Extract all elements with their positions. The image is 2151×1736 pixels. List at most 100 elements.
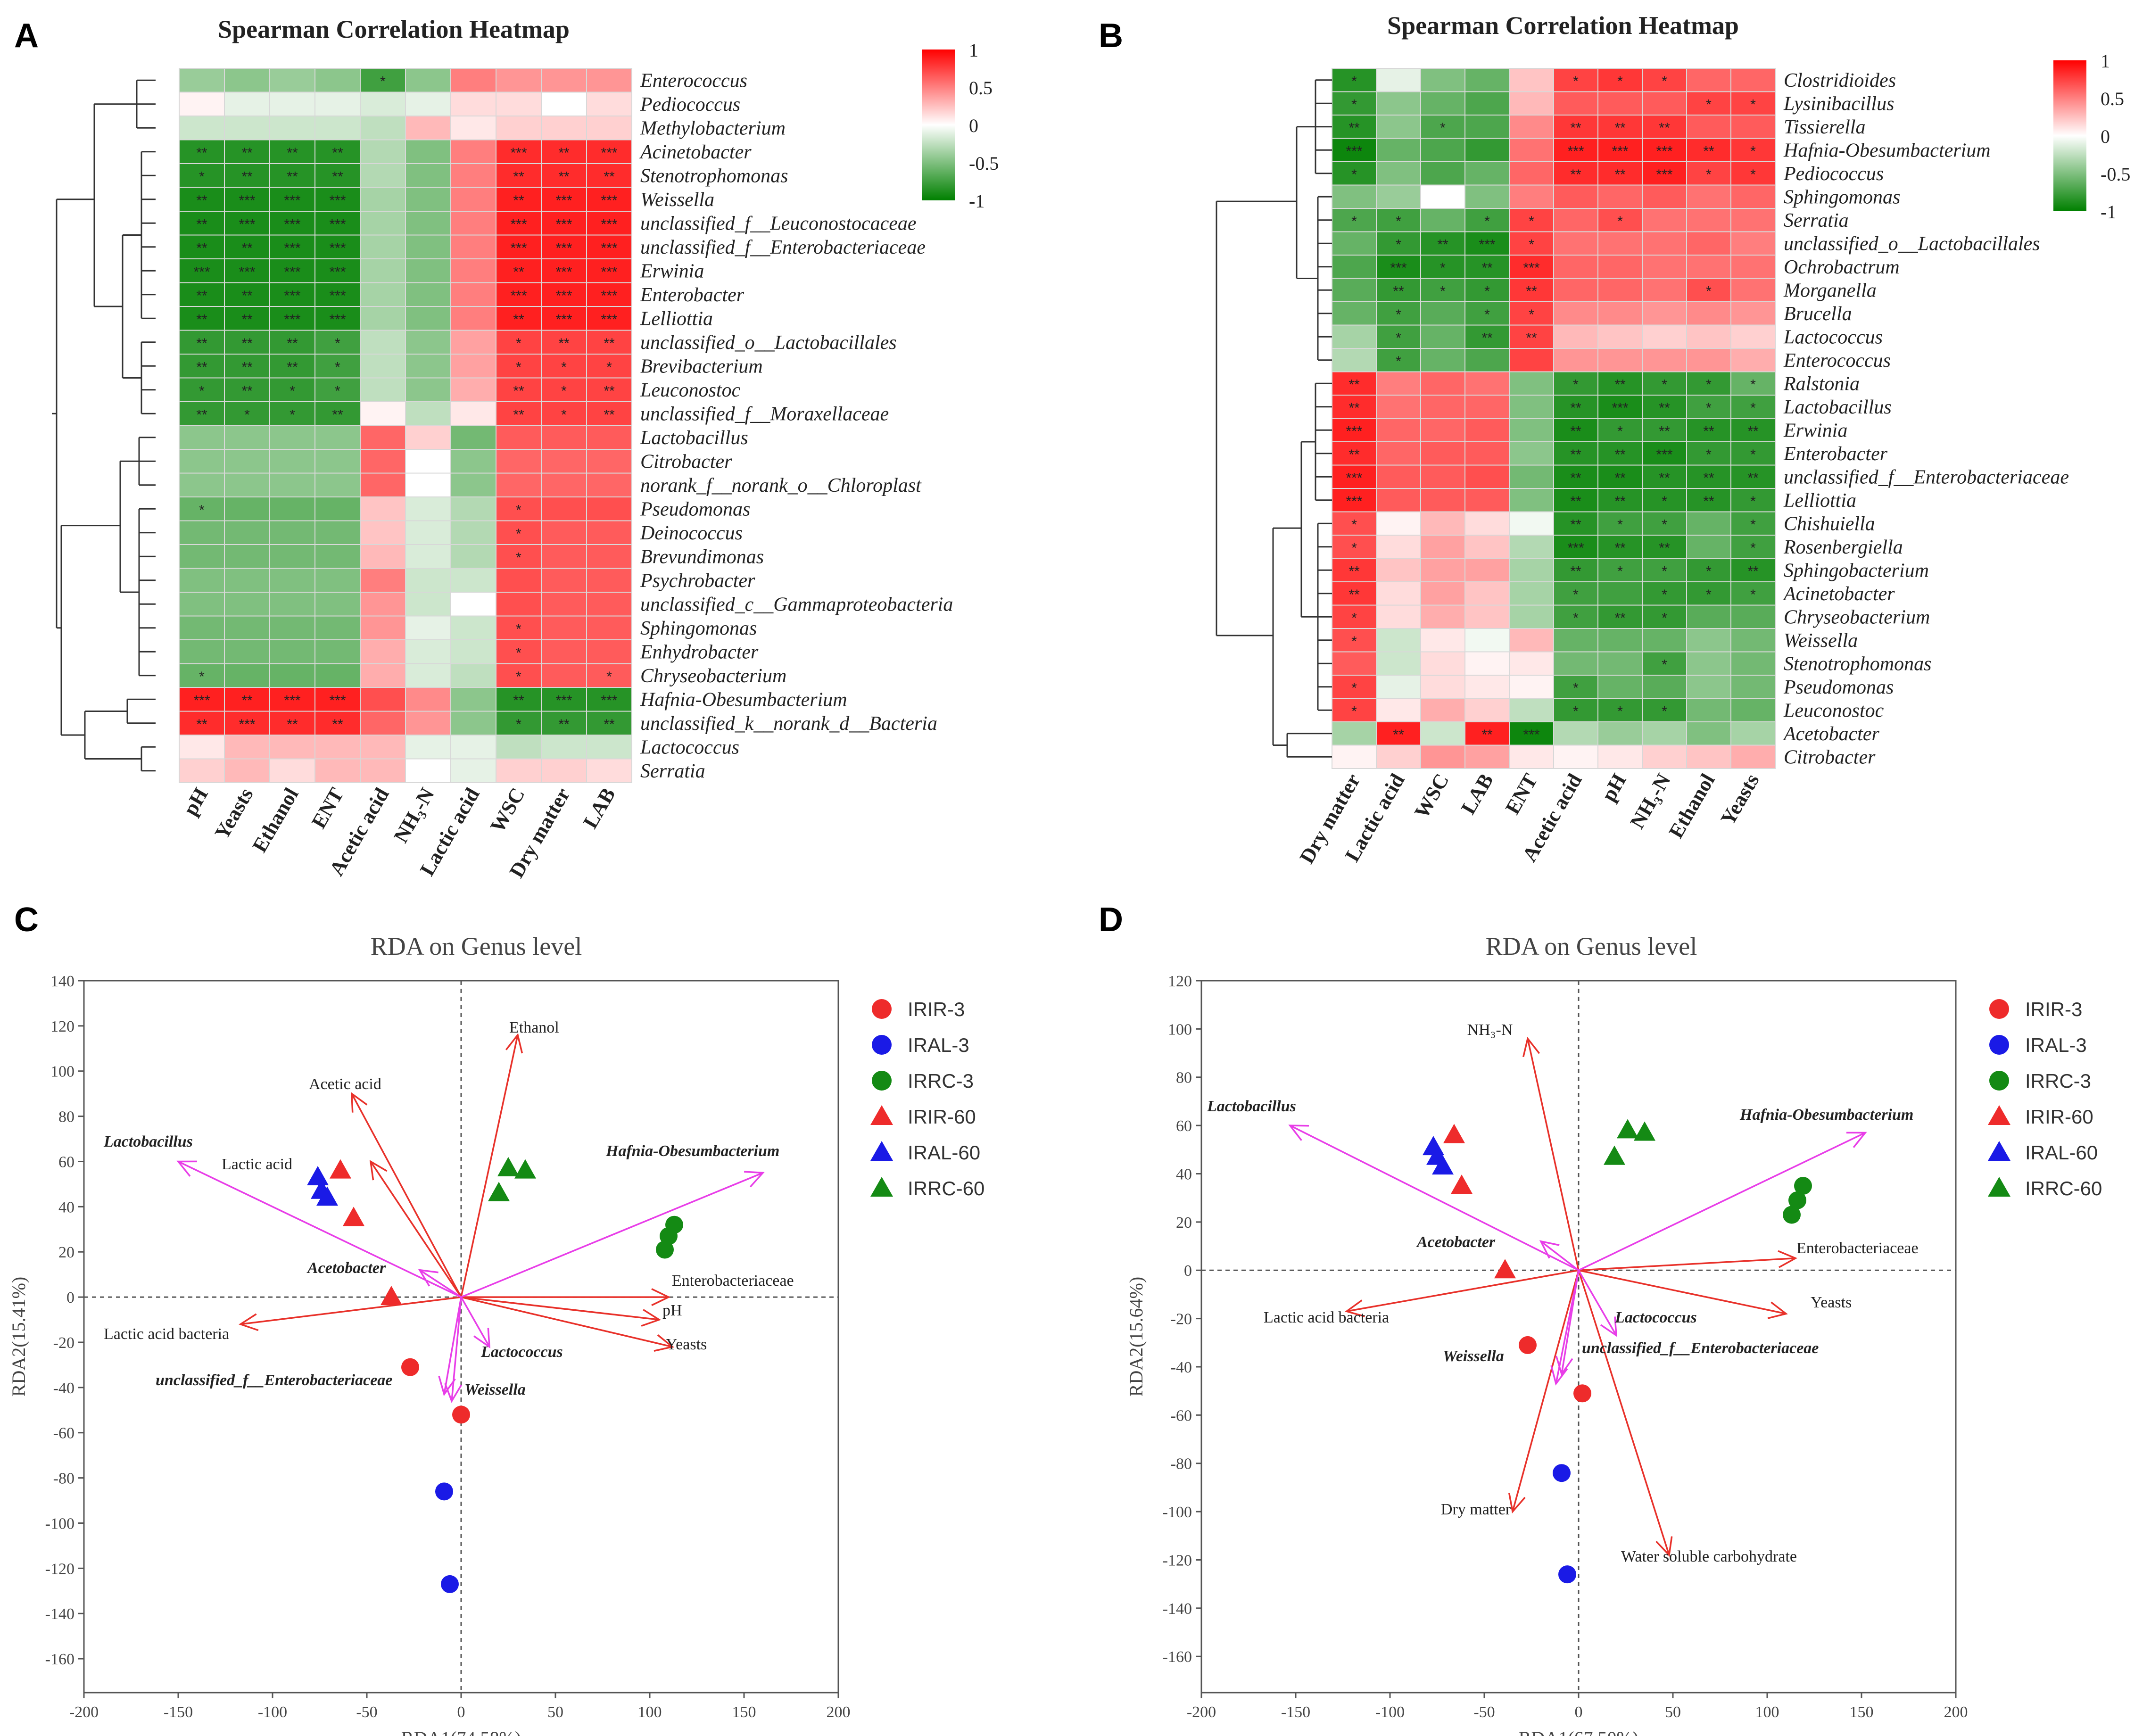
heatmap-row-label: Chryseobacterium <box>640 665 786 687</box>
significance-mark: *** <box>555 193 572 208</box>
legend-marker <box>1988 1141 2010 1161</box>
genus-arrow <box>1290 1124 1579 1271</box>
panel-letter-c: C <box>14 901 39 939</box>
heatmap-cell <box>1376 488 1421 513</box>
heatmap-cell <box>450 258 496 283</box>
heatmap-cell <box>541 68 587 93</box>
significance-mark: ** <box>332 145 343 161</box>
heatmap-cell <box>224 663 270 688</box>
significance-mark: * <box>1662 377 1667 392</box>
genus-arrow-label: Lactobacillus <box>1207 1098 1296 1115</box>
genus-arrow-head <box>1288 1124 1309 1141</box>
y-tick-label: -140 <box>45 1605 74 1623</box>
heatmap-cell <box>1597 301 1643 326</box>
significance-mark: * <box>1440 120 1446 136</box>
heatmap-cell <box>1464 115 1510 139</box>
significance-mark: * <box>1484 307 1490 322</box>
heatmap-cell <box>1464 675 1510 699</box>
genus-arrow-head <box>438 1376 456 1397</box>
heatmap-cell <box>1597 68 1643 92</box>
heatmap-cell <box>179 163 225 188</box>
heatmap-row-label: Serratia <box>640 761 705 782</box>
heatmap-cell <box>405 163 451 188</box>
heatmap-cell <box>1420 651 1465 676</box>
significance-mark: * <box>1351 634 1357 649</box>
heatmap-cell <box>1332 558 1377 582</box>
heatmap-cell <box>1553 488 1598 513</box>
significance-mark: * <box>1396 237 1401 252</box>
heatmap-cell <box>1597 418 1643 442</box>
significance-mark: *** <box>601 264 617 280</box>
significance-mark: ** <box>604 336 615 351</box>
heatmap-cell <box>586 472 632 497</box>
environment-arrow-head <box>1778 1250 1798 1268</box>
significance-mark: ** <box>1659 423 1670 439</box>
heatmap-cell <box>1597 231 1643 256</box>
heatmap-cell <box>179 306 225 331</box>
significance-mark: ** <box>1481 260 1493 276</box>
heatmap-row-label: Enterobacter <box>640 284 745 306</box>
heatmap-cell <box>1332 651 1377 676</box>
significance-mark: * <box>1750 494 1756 509</box>
heatmap-row-label: unclassified_o__Lactobacillales <box>640 332 897 354</box>
significance-mark: * <box>1529 214 1534 229</box>
significance-mark: ** <box>513 312 524 327</box>
heatmap-cell <box>224 258 270 283</box>
heatmap-cell <box>179 282 225 307</box>
environment-arrow-head <box>1522 1036 1540 1058</box>
heatmap-cell <box>360 211 406 236</box>
significance-mark: ** <box>1570 494 1581 509</box>
environment-arrow-label: Yeasts <box>1811 1294 1852 1311</box>
heatmap-cell <box>360 163 406 188</box>
heatmap-cell <box>496 306 542 331</box>
heatmap-cell <box>1686 628 1731 653</box>
significance-mark: ** <box>1614 120 1626 136</box>
heatmap-cell <box>1642 324 1687 349</box>
significance-mark: *** <box>510 216 527 232</box>
heatmap-cell <box>224 68 270 93</box>
heatmap-cell <box>1553 721 1598 746</box>
heatmap-cell <box>1376 395 1421 419</box>
y-tick-label: 100 <box>50 1063 74 1081</box>
significance-mark: ** <box>1614 377 1626 392</box>
significance-mark: *** <box>1656 167 1672 182</box>
significance-mark: *** <box>284 693 300 708</box>
rda-plot-d: -200 -150 -100 -50 0 50 100 150 2001201008060402… <box>1125 973 1968 1736</box>
significance-mark: * <box>1617 423 1623 439</box>
heatmap-cell <box>360 330 406 355</box>
y-tick-label: -40 <box>53 1380 74 1397</box>
genus-arrow-head <box>418 1269 438 1287</box>
heatmap-cell <box>314 234 361 259</box>
sample-point <box>665 1215 683 1234</box>
y-tick-label: 80 <box>58 1108 74 1126</box>
y-tick-label: 120 <box>1168 973 1192 990</box>
heatmap-cell <box>269 116 315 141</box>
heatmap-cell <box>496 425 542 450</box>
heatmap-cell <box>1464 721 1510 746</box>
environment-arrow <box>1578 1270 1670 1555</box>
heatmap-cell <box>405 663 451 688</box>
heatmap-row-label: Brevibacterium <box>640 355 763 377</box>
y-tick-label: -60 <box>53 1425 74 1442</box>
heatmap-cell <box>1376 324 1421 349</box>
x-axis-label: RDA1(74.58%) <box>401 1728 521 1736</box>
heatmap-cell <box>1686 464 1731 489</box>
heatmap-cell <box>1642 91 1687 116</box>
heatmap-cell <box>360 354 406 379</box>
environment-arrow <box>370 1161 462 1298</box>
environment-arrow-head <box>1508 1493 1526 1513</box>
significance-mark: ** <box>513 407 524 422</box>
heatmap-cell <box>360 425 406 450</box>
heatmap-cell <box>1553 604 1598 629</box>
significance-mark: * <box>516 645 521 661</box>
heatmap-cell <box>179 711 225 736</box>
heatmap-cell <box>269 449 315 474</box>
heatmap-row-label: Lysinibacillus <box>1783 93 1894 115</box>
significance-mark: *** <box>193 264 210 280</box>
heatmap-cell <box>1553 651 1598 676</box>
heatmap-cell <box>1730 698 1776 722</box>
heatmap-cell <box>450 758 496 783</box>
heatmap-cell <box>1376 581 1421 606</box>
significance-mark: * <box>516 336 521 351</box>
legend-label: IRRC-3 <box>2025 1070 2091 1092</box>
